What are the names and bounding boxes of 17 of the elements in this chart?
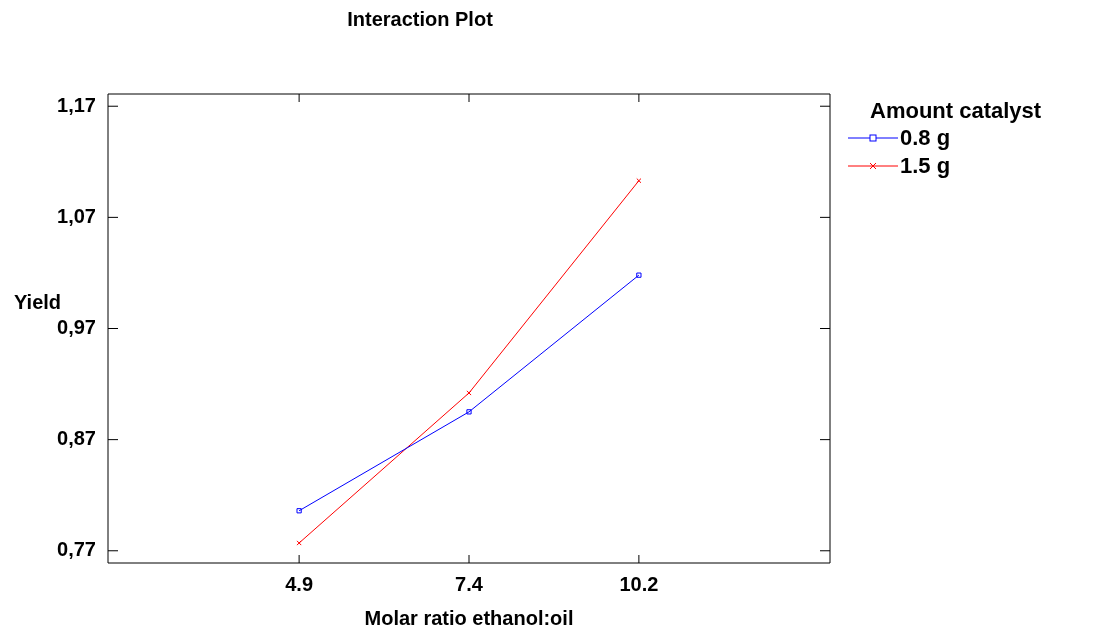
x-tick-label: 4.9 [285,572,314,595]
point [466,409,472,415]
x-tick-label: 10.2 [619,572,659,595]
point [636,272,642,278]
x-tick-label: 7.4 [455,572,484,595]
legend-label: 0.8 g [900,125,951,151]
y-axis-title: Yield [14,291,62,314]
y-tick-label: 0,97 [57,316,96,339]
y-tick-label: 1,07 [57,204,96,227]
point [296,508,302,514]
chart-title: Interaction Plot [347,7,494,30]
legend-label: 1.5 g [900,153,951,179]
x-axis-title: Molar ratio ethanol:oil [364,606,574,629]
y-tick-label: 0,77 [57,538,96,561]
legend-title: Amount catalyst [870,98,1042,124]
y-tick-label: 0,87 [57,427,96,450]
y-tick-label: 1,17 [57,93,96,116]
